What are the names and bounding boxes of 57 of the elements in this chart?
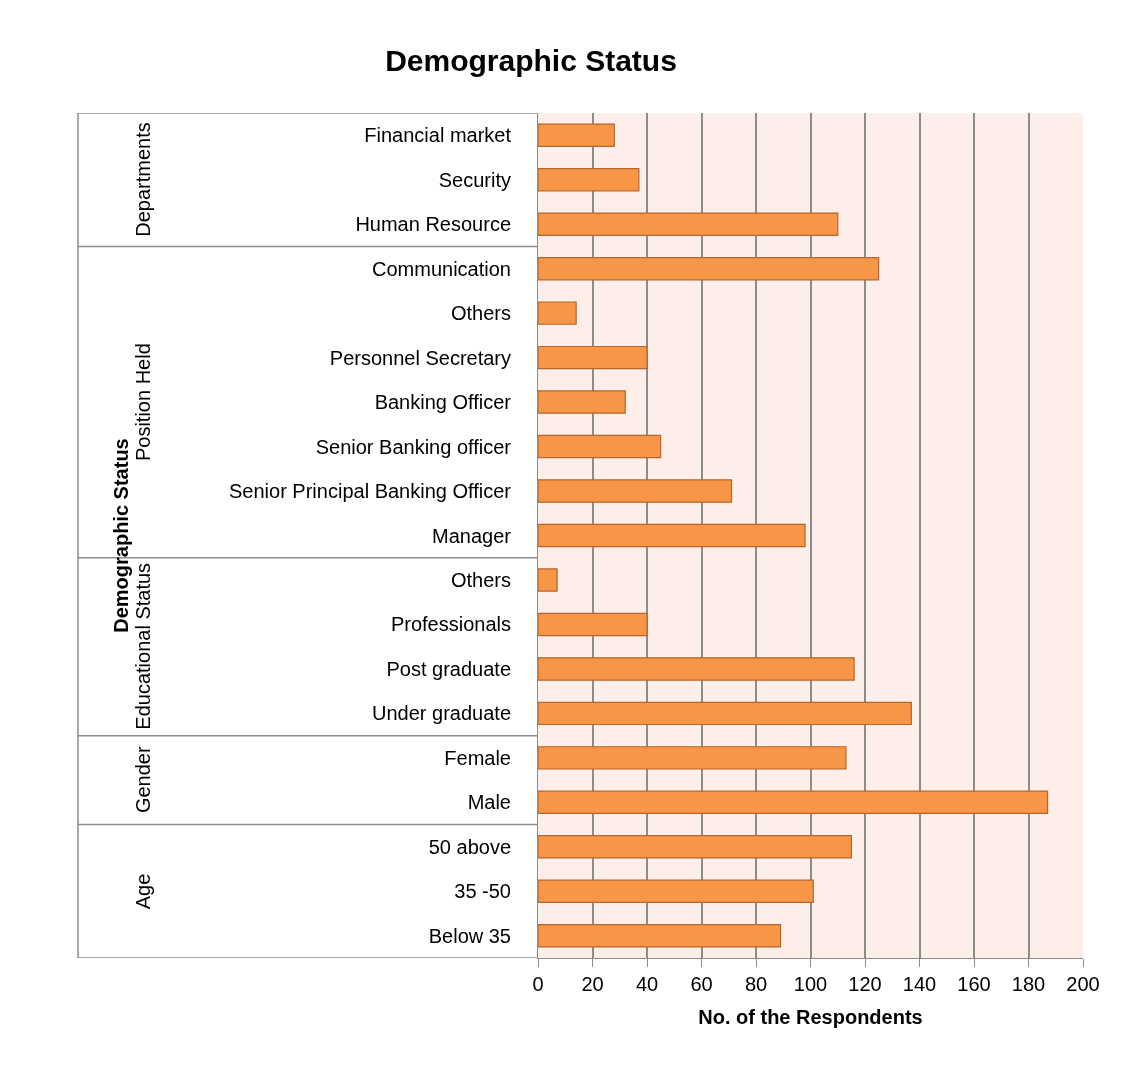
text: Departments (132, 122, 155, 237)
y-tick-label: Communication (372, 257, 511, 280)
y-tick-label: Financial market (364, 124, 512, 147)
x-tick-label: 0 (532, 973, 544, 995)
y-tick-label: Female (444, 746, 511, 769)
y-axis-title: Demographic Status (109, 438, 132, 633)
y-tick-label: Personnel Secretary (329, 346, 511, 369)
bar (538, 657, 855, 681)
y-tick-label: Male (467, 791, 511, 814)
bar (538, 790, 1049, 815)
bar (538, 434, 662, 459)
y-tick-label: Banking Officer (374, 391, 512, 414)
bar (538, 256, 880, 281)
bar (538, 212, 839, 236)
bar (538, 612, 648, 637)
text: Gender (131, 746, 154, 814)
chart-title: Demographic Status (385, 43, 677, 77)
bar (538, 301, 577, 325)
x-tick-label: 40 (635, 973, 659, 995)
bar (538, 123, 615, 147)
bar (538, 390, 626, 414)
x-axis-title: No. of the Respondents (698, 1005, 923, 1028)
text: Educational Status (132, 562, 155, 730)
bar (538, 835, 852, 859)
bar (538, 746, 847, 770)
y-tick-label: Under graduate (372, 702, 511, 725)
bar (538, 523, 806, 548)
bar (538, 345, 648, 370)
x-tick-label: 200 (1066, 973, 1100, 995)
y-tick-label: Professionals (390, 613, 511, 636)
x-tick-label: 80 (744, 973, 768, 995)
y-tick-label: Post graduate (386, 657, 511, 680)
bar (538, 167, 640, 192)
x-tick-label: 180 (1011, 973, 1046, 995)
y-tick-label: 35 -50 (454, 880, 511, 903)
x-tick-label: 140 (902, 973, 937, 995)
bar (538, 568, 558, 592)
x-tick-label: 120 (848, 973, 882, 995)
y-tick-label: Others (450, 302, 511, 325)
bar (538, 479, 733, 503)
x-tick-label: 100 (793, 973, 828, 995)
y-tick-label: Below 35 (428, 924, 511, 947)
y-tick-label: Manager (432, 524, 512, 547)
text: Position Held (131, 343, 154, 462)
x-tick-label: 60 (690, 973, 713, 995)
bar (538, 879, 814, 904)
y-tick-label: Senior Principal Banking Officer (229, 480, 512, 503)
x-tick-label: 160 (957, 973, 991, 995)
y-tick-label: 50 above (428, 835, 511, 858)
y-tick-label: Human Resource (355, 213, 511, 236)
bar (538, 924, 782, 948)
y-tick-label: Others (450, 568, 511, 591)
y-tick-label: Senior Banking officer (315, 435, 512, 458)
bar (538, 701, 912, 726)
x-tick-label: 20 (581, 973, 604, 995)
y-tick-label: Security (438, 168, 511, 191)
text: Age (131, 873, 154, 910)
